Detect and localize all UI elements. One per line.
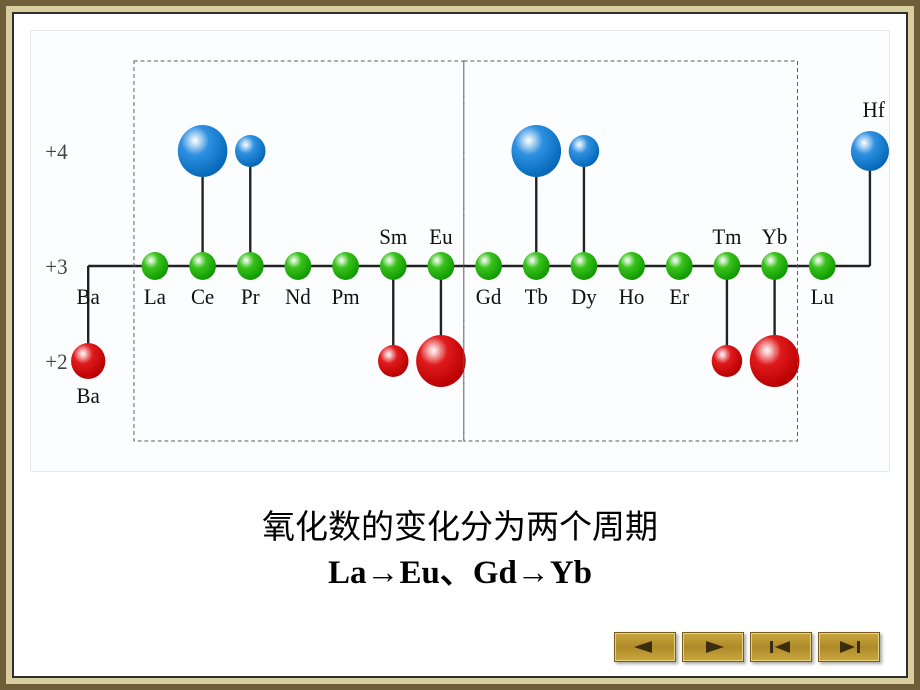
marker-Pr-3 (237, 252, 264, 280)
triangle-right-icon (692, 639, 734, 655)
marker-La-3 (142, 252, 169, 280)
element-label-Eu: Eu (429, 225, 453, 250)
nav-controls (614, 632, 880, 662)
element-label-Hf: Hf (863, 98, 886, 123)
marker-Tm-2 (712, 345, 743, 377)
element-label-Dy: Dy (571, 285, 597, 310)
element-label-Yb: Yb (762, 225, 788, 250)
period-box-1 (134, 61, 464, 441)
element-label-Ce: Ce (191, 285, 214, 310)
marker-Lu-3 (809, 252, 836, 280)
marker-Pr-4 (235, 135, 266, 167)
marker-Dy-4 (569, 135, 600, 167)
element-label-Gd: Gd (476, 285, 502, 310)
element-label-Er: Er (669, 285, 689, 310)
element-label-Nd: Nd (285, 285, 311, 310)
element-label-Ba: Ba (77, 285, 101, 310)
element-label-Pm: Pm (332, 285, 360, 310)
caption-line2: La→Eu、Gd→Yb (0, 545, 920, 593)
marker-Ho-3 (618, 252, 645, 280)
skip-first-icon (760, 639, 802, 655)
next-button[interactable] (682, 632, 744, 662)
y-axis-label-3: +3 (45, 255, 67, 280)
prev-button[interactable] (614, 632, 676, 662)
marker-Tb-4 (511, 125, 561, 177)
skip-last-icon (828, 639, 870, 655)
element-label-Tb: Tb (525, 285, 548, 310)
last-button[interactable] (818, 632, 880, 662)
marker-Ce-3 (189, 252, 216, 280)
marker-Tb-3 (523, 252, 550, 280)
marker-Er-3 (666, 252, 693, 280)
marker-Eu-2 (416, 335, 466, 387)
first-button[interactable] (750, 632, 812, 662)
element-label-La: La (144, 285, 167, 310)
period-box-2 (464, 61, 798, 441)
y-axis-label-4: +4 (45, 140, 68, 165)
marker-Ba-2 (71, 343, 105, 379)
element-label-Ba: Ba (77, 384, 101, 409)
marker-Yb-3 (761, 252, 788, 280)
marker-Yb-2 (750, 335, 800, 387)
marker-Ce-4 (178, 125, 228, 177)
element-label-Sm: Sm (379, 225, 407, 250)
element-label-Lu: Lu (811, 285, 835, 310)
marker-Sm-3 (380, 252, 407, 280)
caption-line1: 氧化数的变化分为两个周期 (0, 500, 920, 548)
marker-Pm-3 (332, 252, 359, 280)
oxidation-state-chart: +4 +3 +2 Ba Ba La Ce Pr Nd Pm Sm Eu Gd Tb Dy Ho Er Tm Yb Lu… (30, 30, 890, 472)
element-label-Pr: Pr (241, 285, 260, 310)
triangle-left-icon (624, 639, 666, 655)
marker-Gd-3 (475, 252, 502, 280)
marker-Tm-3 (714, 252, 741, 280)
element-label-Ho: Ho (619, 285, 645, 310)
marker-Nd-3 (285, 252, 312, 280)
y-axis-label-2: +2 (45, 350, 67, 375)
marker-Sm-2 (378, 345, 409, 377)
marker-Dy-3 (571, 252, 598, 280)
marker-Eu-3 (428, 252, 455, 280)
element-label-Tm: Tm (712, 225, 741, 250)
marker-Hf-4 (851, 131, 889, 171)
